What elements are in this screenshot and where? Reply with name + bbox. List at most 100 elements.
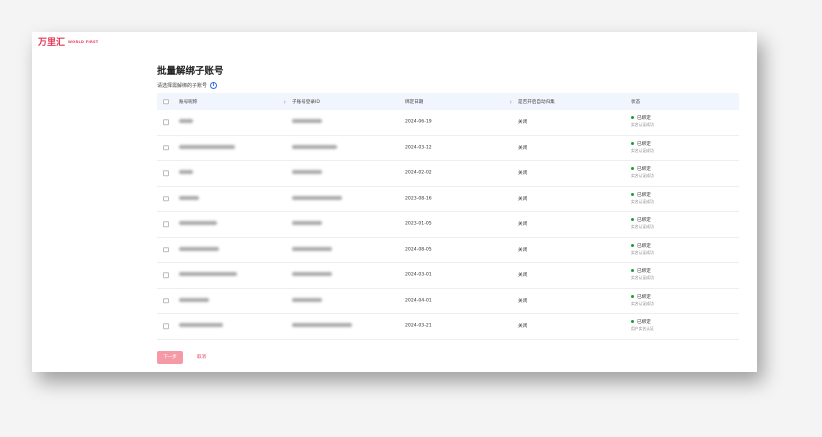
select-all-checkbox[interactable] [163,98,169,105]
status-dot-icon [631,294,634,298]
next-button[interactable]: 下一步 [157,351,183,364]
col-auto-collect: 是否开启自动归集 [518,99,555,105]
subtitle: 请选择需解绑的子账号 i [157,82,218,89]
status: 已绑定 实名认证成功 [631,141,654,154]
row-checkbox[interactable] [163,221,169,227]
cancel-button[interactable]: 取消 [197,355,206,360]
subtitle-text: 请选择需解绑的子账号 [157,83,208,89]
bind-date: 2024-03-21 [405,323,432,329]
sort-icon[interactable]: ⇕ [283,99,287,104]
status: 已绑定 实名认证成功 [631,192,654,205]
bind-date: 2024-04-01 [405,298,432,304]
status-text: 已绑定 [637,320,651,326]
page-title: 批量解绑子账号 [157,66,224,77]
status-dot-icon [631,243,634,247]
login-id-redacted [292,272,332,278]
status-dot-icon [631,141,634,145]
status-text: 已绑定 [637,116,651,122]
nickname-redacted [179,221,217,227]
info-icon[interactable]: i [210,82,218,89]
status-sub: 实名认证成功 [631,198,654,204]
bind-date: 2024-08-05 [405,247,432,253]
nickname-redacted [179,119,193,125]
bind-date: 2024-06-19 [405,119,432,125]
row-checkbox[interactable] [163,119,169,125]
status: 已绑定 实名认证成功 [631,294,654,307]
nickname-redacted [179,297,209,304]
status: 已绑定 实名认证成功 [631,167,654,179]
col-nickname[interactable]: 账号昵称 [179,99,198,105]
status-text: 已绑定 [637,141,651,147]
row-checkbox[interactable] [163,196,169,202]
status-sub: 实名认证成功 [631,224,654,230]
table-row[interactable]: 2024-04-01 关闭 已绑定 实名认证成功 [157,289,739,314]
table-row[interactable]: 2024-06-19 关闭 已绑定 实名认证成功 [157,110,739,136]
status-sub: 用户实名认证 [631,326,654,332]
status: 已绑定 实名认证成功 [631,243,654,256]
status: 已绑定 实名认证成功 [631,218,654,230]
table-row[interactable]: 2024-08-05 关闭 已绑定 实名认证成功 [157,238,739,263]
auto-collect: 关闭 [518,324,528,330]
auto-collect: 关闭 [518,222,528,228]
status-text: 已绑定 [637,269,651,275]
auto-collect: 关闭 [518,196,528,202]
table-header: 账号昵称 ⇕ 子账号登录ID 绑定日期 ⇕ 是否开启自动归集 状态 [157,93,739,110]
login-id-redacted [292,246,332,253]
nickname-redacted [179,323,223,329]
table-row[interactable]: 2023-08-16 关闭 已绑定 实名认证成功 [157,187,739,212]
nickname-redacted [179,195,199,202]
row-checkbox[interactable] [163,272,169,278]
col-login-id: 子账号登录ID [292,99,320,105]
status-text: 已绑定 [637,192,651,198]
nickname-redacted [179,246,219,253]
auto-collect: 关闭 [518,247,528,253]
status-text: 已绑定 [637,218,651,224]
sort-icon[interactable]: ⇕ [509,99,513,104]
table-row[interactable]: 2024-03-21 关闭 已绑定 用户实名认证 [157,314,739,340]
bind-date: 2024-03-01 [405,272,432,278]
table-row[interactable]: 2024-03-12 关闭 已绑定 实名认证成功 [157,136,739,161]
status-dot-icon [631,218,634,222]
status-sub: 实名认证成功 [631,300,654,306]
nickname-redacted [179,272,237,278]
status-sub: 实名认证成功 [631,147,654,153]
login-id-redacted [292,195,342,202]
status-dot-icon [631,192,634,196]
row-checkbox[interactable] [163,298,169,304]
status: 已绑定 用户实名认证 [631,320,654,332]
status-sub: 实名认证成功 [631,122,654,128]
col-bind-date[interactable]: 绑定日期 [405,99,424,105]
row-checkbox[interactable] [163,145,169,151]
status-dot-icon [631,116,634,120]
bind-date: 2024-03-12 [405,145,432,151]
bind-date: 2024-02-02 [405,170,432,176]
main-card: 万里汇 WORLD FIRST 批量解绑子账号 请选择需解绑的子账号 i 账号昵… [32,32,757,372]
row-checkbox[interactable] [163,247,169,253]
sub-account-table: 账号昵称 ⇕ 子账号登录ID 绑定日期 ⇕ 是否开启自动归集 状态 2024-0… [157,93,739,340]
login-id-redacted [292,323,352,329]
table-row[interactable]: 2024-02-02 关闭 已绑定 实名认证成功 [157,161,739,187]
status: 已绑定 实名认证成功 [631,269,654,281]
status-dot-icon [631,269,634,273]
login-id-redacted [292,119,322,125]
row-checkbox[interactable] [163,170,169,176]
bind-date: 2023-08-16 [405,196,432,202]
auto-collect: 关闭 [518,171,528,177]
logo-subtext: WORLD FIRST [68,39,99,44]
login-id-redacted [292,170,322,176]
status-dot-icon [631,167,634,171]
status-text: 已绑定 [637,243,651,249]
auto-collect: 关闭 [518,120,528,126]
status: 已绑定 实名认证成功 [631,116,654,128]
table-row[interactable]: 2024-03-01 关闭 已绑定 实名认证成功 [157,263,739,289]
table-row[interactable]: 2023-01-05 关闭 已绑定 实名认证成功 [157,212,739,238]
login-id-redacted [292,144,337,151]
row-checkbox[interactable] [163,323,169,329]
logo-text: 万里汇 [38,38,66,48]
auto-collect: 关闭 [518,145,528,151]
status-sub: 实名认证成功 [631,249,654,255]
status-dot-icon [631,320,634,324]
col-status: 状态 [631,99,641,105]
nickname-redacted [179,144,235,151]
login-id-redacted [292,221,322,227]
